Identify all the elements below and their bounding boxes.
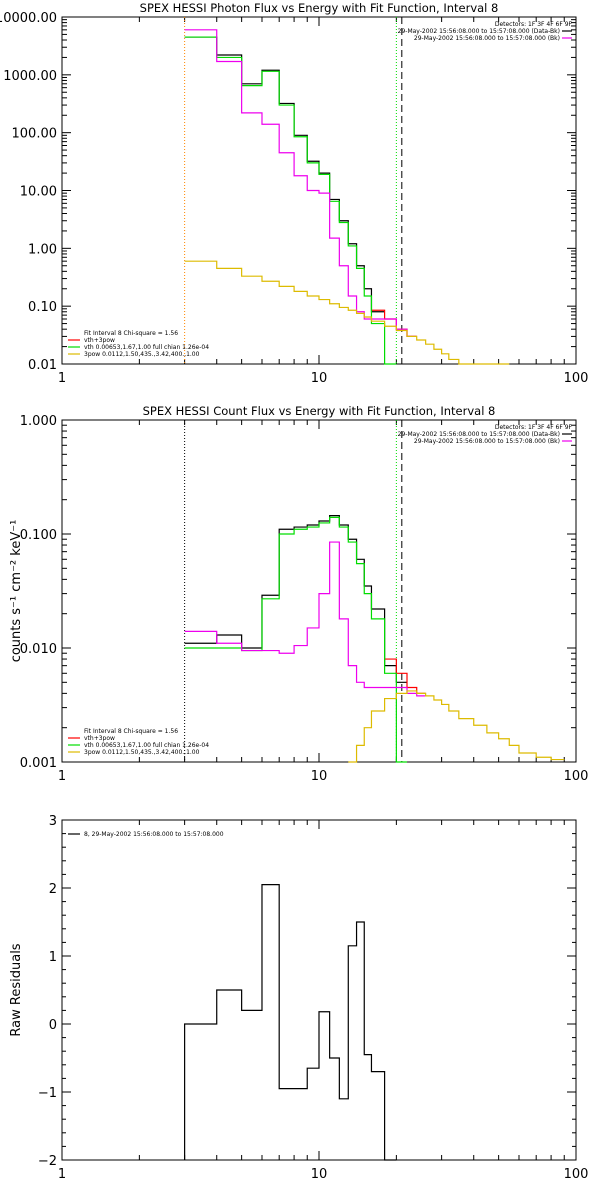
legend-entry: vth 0.00653,1.67,1.00 full chian 1.26e-0… [84, 344, 209, 351]
chart-title: SPEX HESSI Count Flux vs Energy with Fit… [143, 404, 496, 418]
legend-entry: 29-May-2002 15:56:08.000 to 15:57:08.000… [414, 438, 560, 445]
legend-entry: Fit Interval 8 Chi-square = 1.56 [84, 728, 178, 735]
legend-entry: 29-May-2002 15:56:08.000 to 15:57:08.000… [398, 431, 560, 438]
series-1-line [184, 884, 397, 1161]
legend-entry: vth 0.00653,1.67,1.00 full chian 1.26e-0… [84, 742, 209, 749]
x-tick-label: 100 [564, 1167, 589, 1182]
y-tick-label: 0.10 [28, 300, 57, 315]
x-tick-label: 10 [311, 371, 328, 386]
legend-entry: Detectors: 1F 3F 4F 6F 9F [495, 424, 573, 431]
y-tick-label: 10.00 [20, 185, 57, 200]
y-tick-label: 100.00 [12, 127, 58, 142]
x-tick-label: 100 [564, 769, 589, 784]
series-3-line [184, 516, 408, 763]
panel-1: SPEX HESSI Photon Flux vs Energy with Fi… [0, 1, 588, 386]
legend-entry: 3pow 0.0112,1.50,435.,3.42,400.,1.00 [84, 749, 200, 756]
x-tick-label: 1 [58, 1167, 66, 1182]
x-tick-label: 1 [58, 371, 66, 386]
series-1-line [184, 515, 408, 683]
plot-frame [61, 819, 577, 1161]
legend-entry: Fit Interval 8 Chi-square = 1.56 [84, 330, 178, 337]
series-2-line [384, 658, 426, 694]
series-4-line [184, 29, 417, 338]
series-1-line [184, 36, 385, 313]
y-tick-label: 0.01 [28, 358, 57, 373]
y-tick-label: −2 [38, 1154, 57, 1169]
y-tick-label: 0.001 [20, 756, 57, 771]
y-tick-label: 1.000 [20, 414, 57, 429]
y-tick-label: 1000.00 [3, 69, 57, 84]
legend-entry: 29-May-2002 15:56:08.000 to 15:57:08.000… [414, 35, 560, 42]
y-tick-label: 1.00 [28, 242, 57, 257]
series-5-line [184, 260, 510, 365]
y-axis-label: Raw Residuals [9, 943, 24, 1036]
y-tick-label: 0.010 [20, 642, 57, 657]
x-tick-label: 100 [564, 371, 589, 386]
legend-entry: Detectors: 1F 3F 4F 6F 9F [495, 21, 573, 28]
y-tick-label: −1 [38, 1086, 57, 1101]
y-tick-label: 1 [49, 950, 57, 965]
y-tick-label: 0.100 [20, 528, 57, 543]
x-tick-label: 10 [311, 769, 328, 784]
y-axis-label: counts s⁻¹ cm⁻² keV⁻¹ [9, 520, 24, 663]
y-tick-label: 3 [49, 814, 57, 829]
panel-2: SPEX HESSI Count Flux vs Energy with Fit… [9, 404, 588, 784]
x-tick-label: 10 [311, 1167, 328, 1182]
chart-title: SPEX HESSI Photon Flux vs Energy with Fi… [140, 1, 499, 15]
y-tick-label: 10000.00 [0, 11, 57, 26]
series-5-line [348, 690, 565, 763]
series-4-line [184, 541, 426, 697]
legend-entry: 29-May-2002 15:56:08.000 to 15:57:08.000… [398, 28, 560, 35]
x-tick-label: 1 [58, 769, 66, 784]
legend-entry: 8, 29-May-2002 15:56:08.000 to 15:57:08.… [84, 831, 224, 838]
y-tick-label: 0 [49, 1018, 57, 1033]
series-3-line [184, 36, 397, 365]
plot-frame [61, 419, 577, 763]
legend-entry: vth+3pow [84, 337, 115, 344]
panel-3: 1 10 100 −2 −1 0 1 2 3 Raw Residuals 8, 29-May-200… [9, 814, 588, 1182]
y-tick-label: 2 [49, 882, 57, 897]
legend-entry: 3pow 0.0112,1.50,435.,3.42,400.,1.00 [84, 351, 200, 358]
legend-entry: vth+3pow [84, 735, 115, 742]
